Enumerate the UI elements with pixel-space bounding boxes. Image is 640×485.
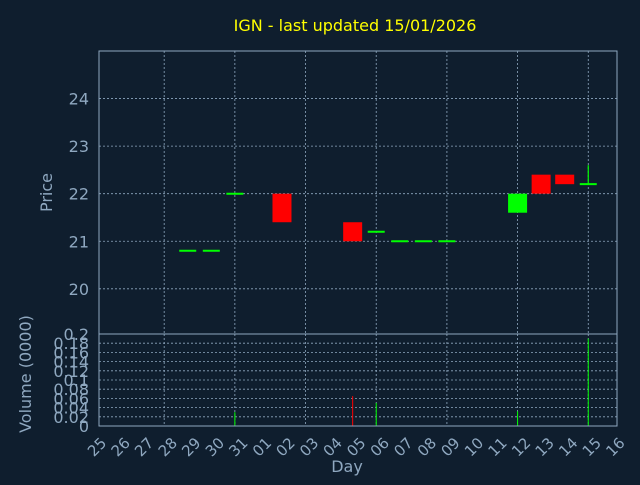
x-tick-label: 09 [437,434,463,460]
x-tick-label: 08 [414,434,440,460]
price-y-tick-label: 24 [69,90,89,109]
volume-y-tick-label: 0 [79,417,89,436]
x-tick-label: 28 [155,434,181,460]
x-tick-label: 15 [579,434,605,460]
volume-y-tick-label: 0.02 [53,408,89,427]
candle-body [343,222,363,242]
volume-y-tick-label: 0.04 [53,399,89,418]
x-tick-label: 26 [108,434,134,460]
candle [508,193,528,213]
price-y-tick-label: 21 [69,232,89,251]
candle [579,165,597,186]
candle-body [531,174,551,194]
volume-y-tick-label: 0.18 [53,334,89,353]
volume-y-tick-label: 0.12 [53,362,89,381]
x-tick-label: 02 [273,434,299,460]
x-tick-label: 30 [202,434,228,460]
price-y-tick-label: 23 [69,137,89,156]
volume-grid [99,334,617,426]
candles [179,165,597,252]
price-y-tick-label: 20 [69,280,89,299]
x-tick-label: 27 [131,434,157,460]
x-tick-label: 29 [178,434,204,460]
price-y-ticks: 20 21 22 23 24 [69,90,89,299]
candle-body [508,193,528,213]
x-tick-label: 11 [485,434,511,460]
x-tick-label: 25 [84,434,110,460]
x-tick-label: 16 [602,434,628,460]
volume-y-tick-label: 0.06 [53,389,89,408]
x-tick-label: 12 [508,434,534,460]
price-grid [99,51,617,334]
candle [272,193,292,223]
x-tick-label: 07 [390,434,416,460]
x-tick-label: 10 [461,434,487,460]
volume-y-tick-label: 0.14 [53,353,89,372]
x-tick-label: 06 [367,434,393,460]
candle [531,174,551,194]
x-axis-label: Day [331,457,363,476]
volume-y-tick-label: 0.1 [64,371,89,390]
volume-panel-frame [98,333,618,427]
price-y-tick-label: 22 [69,185,89,204]
volume-axis-label: Volume (0000) [16,315,35,433]
volume-bars [234,338,589,426]
x-tick-label: 14 [555,434,581,460]
candle [555,174,575,185]
x-tick-label: 31 [225,434,251,460]
price-axis-label: Price [37,173,56,212]
x-tick-label: 13 [532,434,558,460]
x-tick-label: 03 [296,434,322,460]
volume-y-ticks: 00.020.040.060.080.10.120.140.160.180.2 [53,325,89,436]
chart-title: IGN - last updated 15/01/2026 [234,16,477,35]
candle [343,222,363,242]
volume-y-tick-label: 0.16 [53,343,89,362]
x-tick-label: 01 [249,434,275,460]
candle-body [272,193,292,223]
candle-body [555,174,575,185]
volume-y-tick-label: 0.2 [64,325,89,344]
volume-y-tick-label: 0.08 [53,380,89,399]
